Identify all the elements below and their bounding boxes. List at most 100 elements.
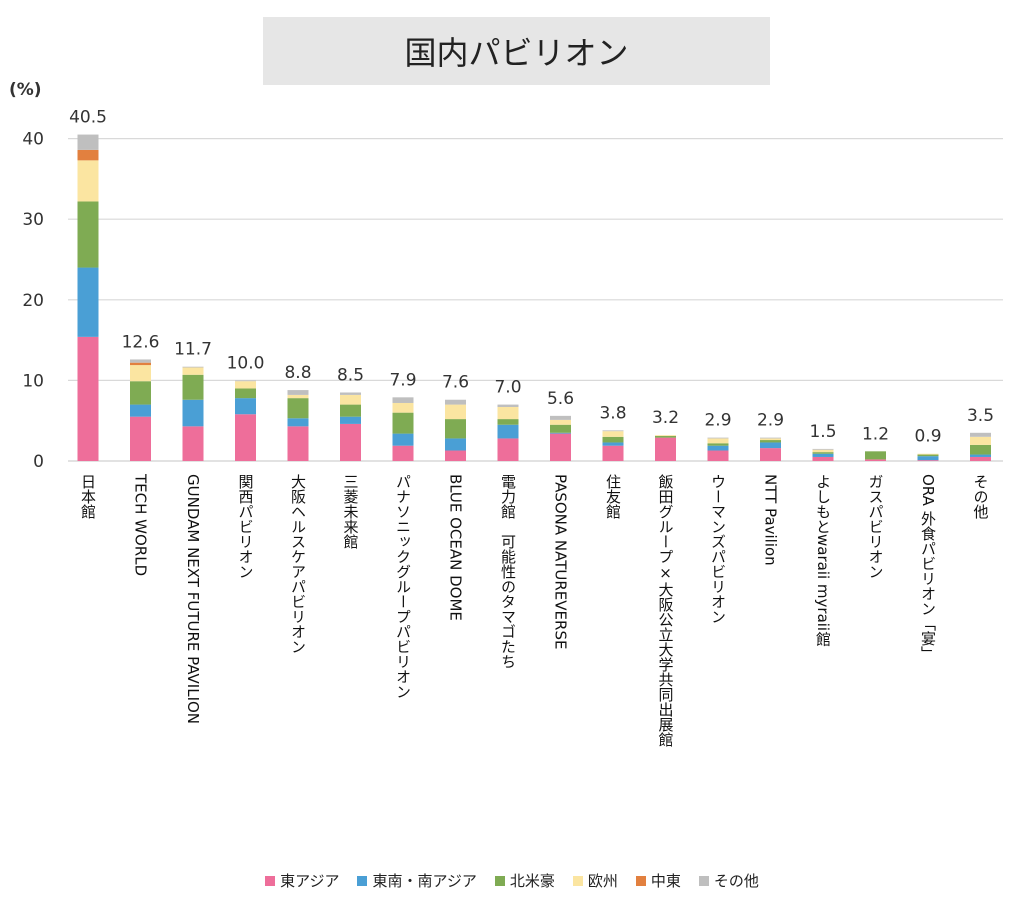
bar-segment-欧州 [602, 431, 624, 437]
legend-swatch [572, 875, 583, 886]
bar-segment-北米豪 [287, 398, 309, 419]
x-tick-label: 三菱未来館 [341, 474, 360, 549]
legend-label: 中東 [650, 872, 681, 890]
bar-segment-東アジア [130, 416, 151, 461]
bar-segment-欧州 [760, 438, 781, 441]
bar-segment-その他 [707, 437, 729, 439]
x-tick-label: 電力館 可能性のタマゴたち [499, 474, 517, 669]
x-tick-label: BLUE OCEAN DOME [446, 474, 465, 621]
bar-segment-欧州 [707, 438, 729, 444]
bar-segment-欧州 [77, 160, 99, 202]
legend-label: 北米豪 [509, 872, 555, 890]
bar-segment-東南・南アジア [970, 454, 991, 457]
data-label: 7.9 [389, 370, 416, 390]
bar-segment-東南・南アジア [235, 398, 256, 415]
bar-segment-東南・南アジア [760, 442, 781, 449]
bar-segment-欧州 [445, 404, 466, 420]
bar-segment-北米豪 [340, 404, 361, 417]
bar-segment-その他 [970, 432, 991, 437]
legend-swatch [494, 875, 505, 886]
x-tick-label: ORA 外食パビリオン「宴」 [919, 474, 937, 661]
data-label: 5.6 [547, 389, 574, 409]
data-label: 11.7 [174, 340, 212, 360]
bar-segment-その他 [445, 399, 466, 405]
bar-segment-東南・南アジア [392, 433, 414, 446]
data-label: 2.9 [757, 411, 784, 431]
data-label: 8.5 [337, 365, 364, 385]
bar-segment-東アジア [760, 448, 781, 461]
bar-segment-北米豪 [602, 436, 624, 443]
legend-label: その他 [713, 872, 759, 890]
bar-segment-東南・南アジア [130, 404, 151, 417]
bar-segment-欧州 [182, 367, 204, 375]
bar-segment-北米豪 [655, 436, 676, 438]
bar-segment-北米豪 [235, 388, 256, 399]
bar-segment-その他 [760, 437, 781, 439]
bar-segment-欧州 [812, 449, 834, 453]
bar-segment-その他 [287, 390, 309, 395]
y-axis-unit: (%) [9, 80, 42, 100]
legend-item: 中東 [635, 870, 681, 891]
bar-segment-東アジア [865, 459, 886, 461]
bar-segment-欧州 [655, 435, 676, 437]
bar-segment-東南・南アジア [340, 416, 361, 424]
bar-segment-欧州 [917, 453, 939, 455]
x-tick-label: 飯田グループ×大阪公立大学共同出展館 [656, 474, 675, 747]
bar-segment-その他 [497, 404, 519, 407]
bar-segment-北米豪 [182, 374, 204, 400]
bar-segment-欧州 [235, 381, 256, 389]
bar-segment-東アジア [655, 437, 676, 461]
bar-segment-中東 [130, 362, 151, 366]
data-label: 3.5 [967, 406, 994, 426]
legend: 東アジア 東南・南アジア 北米豪 欧州 中東 その他 [0, 870, 1024, 891]
data-label: 0.9 [914, 427, 941, 447]
bar-segment-その他 [812, 448, 834, 450]
bar-segment-東南・南アジア [917, 456, 939, 461]
bar-segment-北米豪 [970, 444, 991, 455]
data-label: 3.2 [652, 408, 679, 428]
legend-item: その他 [698, 870, 759, 891]
bar-segment-東アジア [812, 456, 834, 461]
x-tick-label: GUNDAM NEXT FUTURE PAVILION [184, 474, 202, 725]
bar-segment-その他 [235, 380, 256, 382]
data-label: 2.9 [704, 411, 731, 431]
y-tick-label: 10 [22, 371, 44, 391]
bar-segment-欧州 [287, 394, 309, 399]
bar-segment-東アジア [445, 450, 466, 461]
legend-label: 東南・南アジア [372, 872, 477, 890]
chart-title: 国内パビリオン [263, 17, 770, 85]
bar-segment-その他 [392, 397, 414, 403]
bar-segment-その他 [182, 366, 204, 368]
legend-item: 北米豪 [494, 870, 555, 891]
data-label: 1.5 [809, 422, 836, 442]
bar-segment-欧州 [340, 394, 361, 405]
x-tick-label: TECH WORLD [131, 474, 150, 577]
data-label: 12.6 [122, 332, 160, 352]
bar-segment-欧州 [550, 419, 571, 425]
bar-segment-東南・南アジア [497, 424, 519, 439]
bar-segment-北米豪 [812, 452, 834, 454]
y-tick-label: 30 [22, 210, 44, 230]
bar-segment-欧州 [392, 402, 414, 413]
bar-segment-北米豪 [707, 443, 729, 446]
bar-segment-東アジア [77, 336, 99, 461]
data-label: 8.8 [284, 363, 311, 383]
bar-segment-東アジア [340, 423, 361, 461]
bar-segment-東アジア [602, 445, 624, 461]
bar-segment-東南・南アジア [287, 418, 309, 427]
bar-segment-東アジア [917, 460, 939, 461]
y-tick-label: 40 [22, 130, 44, 150]
bar-segment-北米豪 [77, 201, 99, 268]
bar-segment-東南・南アジア [602, 442, 624, 446]
legend-item: 欧州 [572, 870, 618, 891]
x-tick-label: NTT Pavilion [761, 474, 780, 566]
bar-segment-北米豪 [497, 419, 519, 425]
bar-segment-その他 [130, 359, 151, 363]
x-tick-label: ガスパビリオン [866, 474, 885, 579]
x-tick-label: 日本館 [79, 474, 97, 519]
bar-segment-欧州 [130, 365, 151, 382]
bar-segment-東アジア [235, 414, 256, 461]
data-label: 10.0 [227, 353, 265, 373]
